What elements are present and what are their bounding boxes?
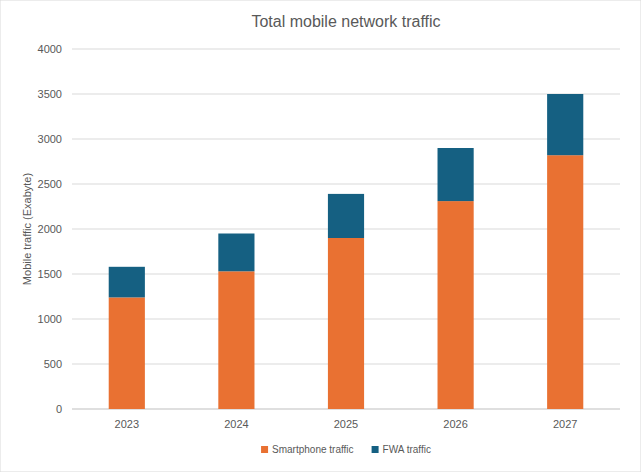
bar <box>328 238 364 409</box>
legend: Smartphone traffic FWA traffic <box>261 444 431 455</box>
bars <box>109 94 584 409</box>
chart: Total mobile network traffic Mobile traff… <box>0 0 641 472</box>
legend-label: FWA traffic <box>383 444 431 455</box>
x-tick-label: 2023 <box>115 418 139 430</box>
grid-line <box>72 139 620 140</box>
y-tick-label: 4000 <box>38 43 62 55</box>
bar <box>218 234 254 272</box>
legend-label: Smartphone traffic <box>272 444 354 455</box>
bar <box>547 155 583 409</box>
grid-line <box>72 49 620 50</box>
y-tick-label: 500 <box>44 358 62 370</box>
x-tick-label: 2025 <box>334 418 358 430</box>
y-axis-label: Mobile traffic (Exabyte) <box>21 173 33 285</box>
x-tick-label: 2024 <box>224 418 248 430</box>
grid-line <box>72 184 620 185</box>
legend-swatch <box>261 446 268 453</box>
bar <box>328 194 364 238</box>
bar <box>109 267 145 298</box>
y-tick-label: 1000 <box>38 313 62 325</box>
grid-line <box>72 94 620 95</box>
legend-swatch <box>372 446 379 453</box>
bar <box>218 271 254 409</box>
bar <box>109 297 145 409</box>
y-tick-label: 2500 <box>38 178 62 190</box>
title: Total mobile network traffic <box>251 13 440 30</box>
y-tick-label: 2000 <box>38 223 62 235</box>
y-tick-label: 1500 <box>38 268 62 280</box>
bar <box>547 94 583 155</box>
y-tick-label: 3500 <box>38 88 62 100</box>
bar <box>438 201 474 409</box>
background <box>0 0 641 472</box>
y-tick-label: 3000 <box>38 133 62 145</box>
bar <box>438 148 474 201</box>
x-tick-label: 2026 <box>443 418 467 430</box>
y-tick-label: 0 <box>56 403 62 415</box>
x-tick-label: 2027 <box>553 418 577 430</box>
y-axis-range <box>72 49 73 409</box>
